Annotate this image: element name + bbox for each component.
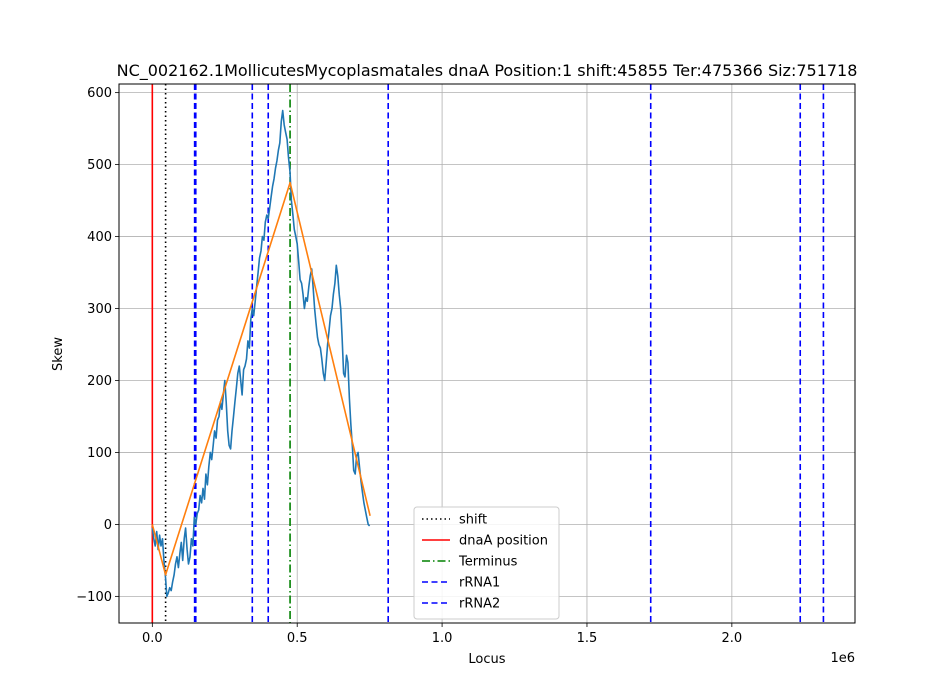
x-tick-label: 1.0 [432, 631, 453, 646]
y-tick-label: 200 [87, 374, 112, 389]
y-tick-label: 500 [87, 158, 112, 173]
y-tick-label: 600 [87, 86, 112, 101]
plot-frame [118, 83, 856, 624]
y-axis-ticks: −100 0 100 200 300 400 500 600 [76, 86, 119, 605]
y-tick-label: −100 [76, 590, 112, 605]
chart-title: NC_002162.1MollicutesMycoplasmatales dna… [117, 61, 858, 81]
x-axis-offset-text: 1e6 [830, 651, 855, 666]
legend-label: shift [459, 513, 487, 528]
data-series [151, 109, 371, 598]
feature-lines [151, 84, 825, 623]
series-model-fit [151, 181, 371, 576]
series-cumulative-skew [151, 109, 371, 598]
y-tick-label: 400 [87, 230, 112, 245]
legend-label: dnaA position [459, 534, 548, 549]
y-tick-label: 300 [87, 302, 112, 317]
x-axis-ticks: 0.0 0.5 1.0 1.5 2.0 [142, 623, 742, 646]
legend-label: Terminus [458, 555, 518, 570]
x-tick-label: 0.0 [142, 631, 163, 646]
x-tick-label: 2.0 [722, 631, 743, 646]
x-tick-label: 1.5 [577, 631, 598, 646]
x-tick-label: 0.5 [287, 631, 308, 646]
legend-box [413, 506, 560, 620]
grid-lines [119, 84, 855, 623]
x-axis-label: Locus [468, 652, 505, 667]
y-tick-label: 100 [87, 446, 112, 461]
legend-label: rRNA1 [459, 576, 500, 591]
y-tick-label: 0 [104, 518, 112, 533]
legend-label: rRNA2 [459, 597, 500, 612]
y-axis-label: Skew [51, 337, 66, 371]
legend: shift dnaA position Terminus rRNA1 rRNA2 [413, 506, 560, 620]
